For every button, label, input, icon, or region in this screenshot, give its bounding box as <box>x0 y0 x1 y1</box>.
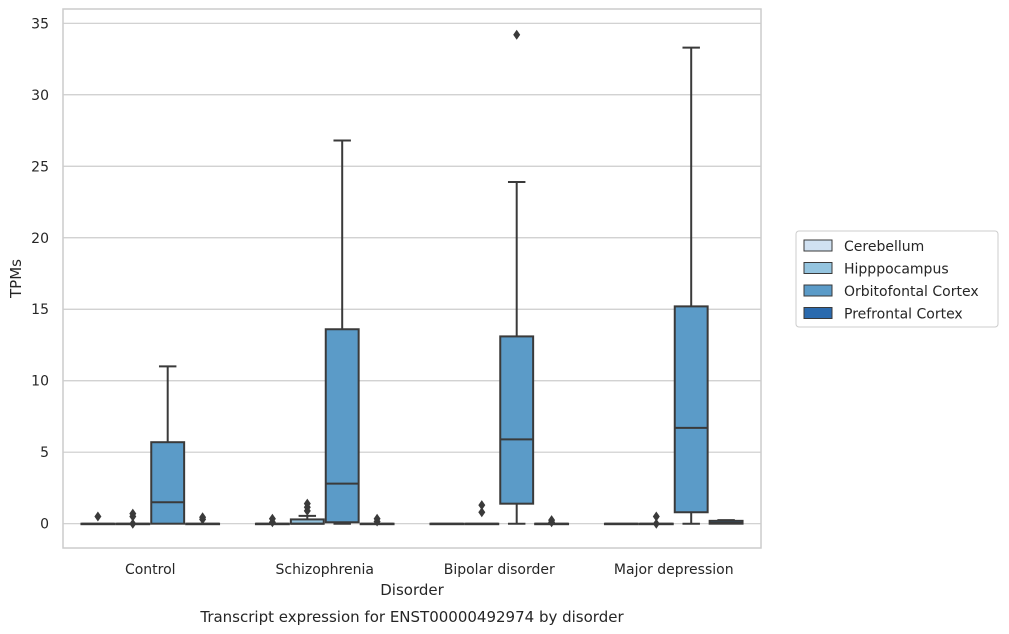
outlier-point <box>129 508 137 519</box>
box-prefrontal-cortex-schizophrenia <box>359 513 395 527</box>
outlier-point <box>94 511 102 522</box>
box-hipppocampus-schizophrenia <box>289 498 325 525</box>
box-orbitofontal-cortex-control <box>150 365 186 525</box>
outlier-point <box>548 515 556 526</box>
outlier-point <box>478 500 486 511</box>
box-hipppocampus-bipolar-disorder <box>464 500 500 526</box>
outlier-point <box>652 518 660 529</box>
legend: Cerebellum Hipppocampus Orbitofontal Corte… <box>795 230 999 328</box>
legend-swatch <box>803 262 833 274</box>
box-cerebellum-bipolar-disorder <box>429 522 465 526</box>
y-tick-label: 35 <box>31 16 49 32</box>
legend-swatch <box>803 307 833 319</box>
legend-label: Hipppocampus <box>844 262 949 278</box>
box-cerebellum-schizophrenia <box>254 513 290 528</box>
outlier-point <box>199 512 207 523</box>
x-tick-label: Schizophrenia <box>276 562 374 578</box>
x-tick-label: Major depression <box>614 562 734 578</box>
y-tick-labels: 0 5 10 15 20 25 30 35 <box>31 16 49 532</box>
outlier-point <box>513 29 521 40</box>
box-orbitofontal-cortex-major-depression <box>673 46 709 525</box>
y-tick-label: 10 <box>31 374 49 390</box>
outlier-point <box>268 513 276 524</box>
box-orbitofontal-cortex-schizophrenia <box>324 139 360 525</box>
box-layer <box>80 29 744 529</box>
legend-label: Prefrontal Cortex <box>844 307 963 323</box>
outlier-point <box>303 498 311 509</box>
box-prefrontal-cortex-bipolar-disorder <box>534 515 570 528</box>
x-axis-label: Disorder <box>380 581 444 599</box>
y-tick-label: 20 <box>31 231 49 247</box>
box-hipppocampus-control <box>115 508 151 529</box>
box-body <box>324 328 360 524</box>
y-tick-label: 5 <box>40 445 49 461</box>
x-tick-labels: Control Schizophrenia Bipolar disorder Majo… <box>125 562 734 578</box>
y-tick-label: 30 <box>31 88 49 104</box>
y-tick-label: 25 <box>31 159 49 175</box>
y-tick-label: 15 <box>31 302 49 318</box>
chart-caption: Transcript expression for ENST0000049297… <box>199 608 624 626</box>
box-prefrontal-cortex-major-depression <box>708 519 744 525</box>
outlier-point <box>129 518 137 529</box>
legend-label: Orbitofontal Cortex <box>844 284 979 300</box>
outlier-point <box>373 513 381 524</box>
legend-swatch <box>803 239 833 252</box>
box-body <box>150 441 186 525</box>
box-cerebellum-control <box>80 511 116 526</box>
y-tick-label: 0 <box>40 517 49 533</box>
legend-swatch <box>803 284 833 297</box>
plot-frame <box>62 8 762 549</box>
outlier-point <box>478 507 486 518</box>
box-body <box>499 335 535 505</box>
box-hipppocampus-major-depression <box>638 511 674 529</box>
box-orbitofontal-cortex-bipolar-disorder <box>499 29 535 525</box>
y-axis-label: TPMs <box>7 259 25 299</box>
box-body <box>673 305 709 514</box>
box-prefrontal-cortex-control <box>185 512 221 526</box>
legend-frame <box>795 230 999 328</box>
x-tick-label: Bipolar disorder <box>444 562 555 578</box>
x-tick-label: Control <box>125 562 176 578</box>
box-cerebellum-major-depression <box>603 522 639 526</box>
legend-label: Cerebellum <box>844 239 924 255</box>
outlier-point <box>652 511 660 522</box>
